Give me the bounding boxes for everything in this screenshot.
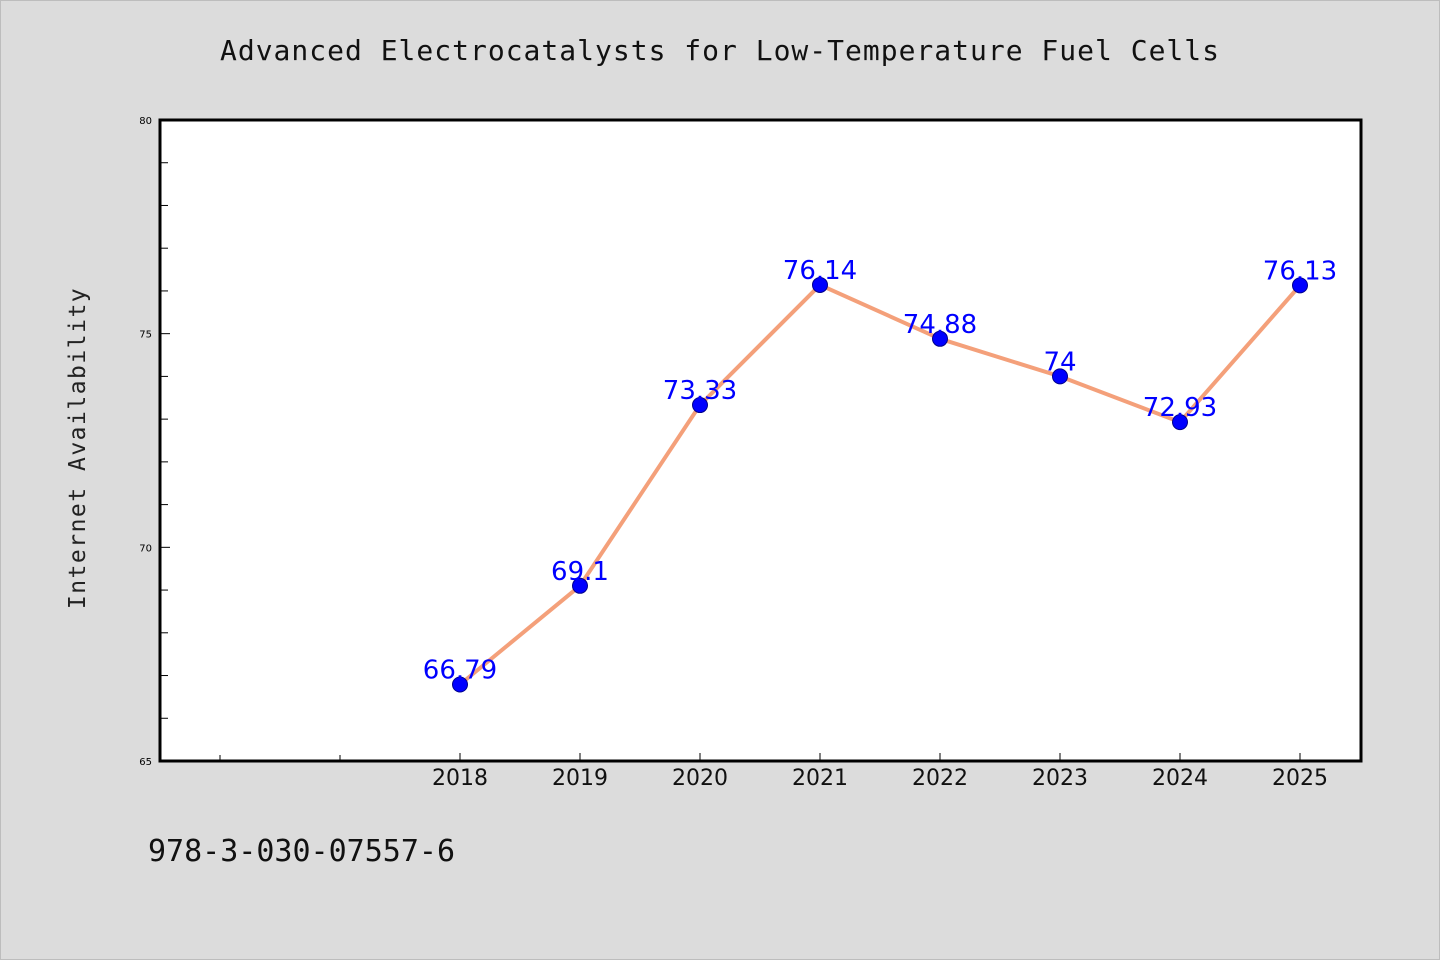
data-point	[1292, 277, 1308, 294]
data-label: 72.93	[1143, 393, 1217, 423]
data-label: 74.88	[903, 310, 977, 340]
y-tick-label: 75	[139, 330, 152, 341]
x-tick-label: 2020	[672, 766, 728, 791]
x-tick-label: 2019	[552, 766, 608, 791]
x-tick-label: 2021	[792, 766, 848, 791]
data-point	[1172, 414, 1188, 431]
data-label: 69.1	[551, 557, 609, 587]
data-point	[452, 676, 468, 693]
data-point	[1052, 368, 1068, 385]
y-tick-label: 65	[139, 757, 152, 768]
y-tick-label: 80	[139, 116, 152, 127]
data-point	[692, 397, 708, 414]
x-tick-label: 2025	[1272, 766, 1328, 791]
data-point	[932, 330, 948, 347]
data-label: 74	[1043, 347, 1076, 377]
data-label: 76.13	[1263, 256, 1337, 286]
series-line	[458, 282, 1302, 687]
plot-area	[160, 120, 1361, 761]
plot-border	[158, 118, 1363, 763]
x-tick-label: 2024	[1152, 766, 1208, 791]
isbn-footnote: 978-3-030-07557-6	[148, 834, 456, 869]
data-point	[572, 577, 588, 594]
x-tick-label: 2023	[1032, 766, 1088, 791]
x-tick-label: 2018	[432, 766, 488, 791]
chart-title: Advanced Electrocatalysts for Low-Temper…	[219, 34, 1220, 67]
x-tick-label: 2022	[912, 766, 968, 791]
y-tick-label: 70	[139, 543, 152, 554]
data-point	[812, 276, 828, 293]
data-label: 66.79	[423, 656, 497, 686]
data-label: 73.33	[663, 376, 737, 406]
data-label: 76.14	[783, 256, 857, 286]
